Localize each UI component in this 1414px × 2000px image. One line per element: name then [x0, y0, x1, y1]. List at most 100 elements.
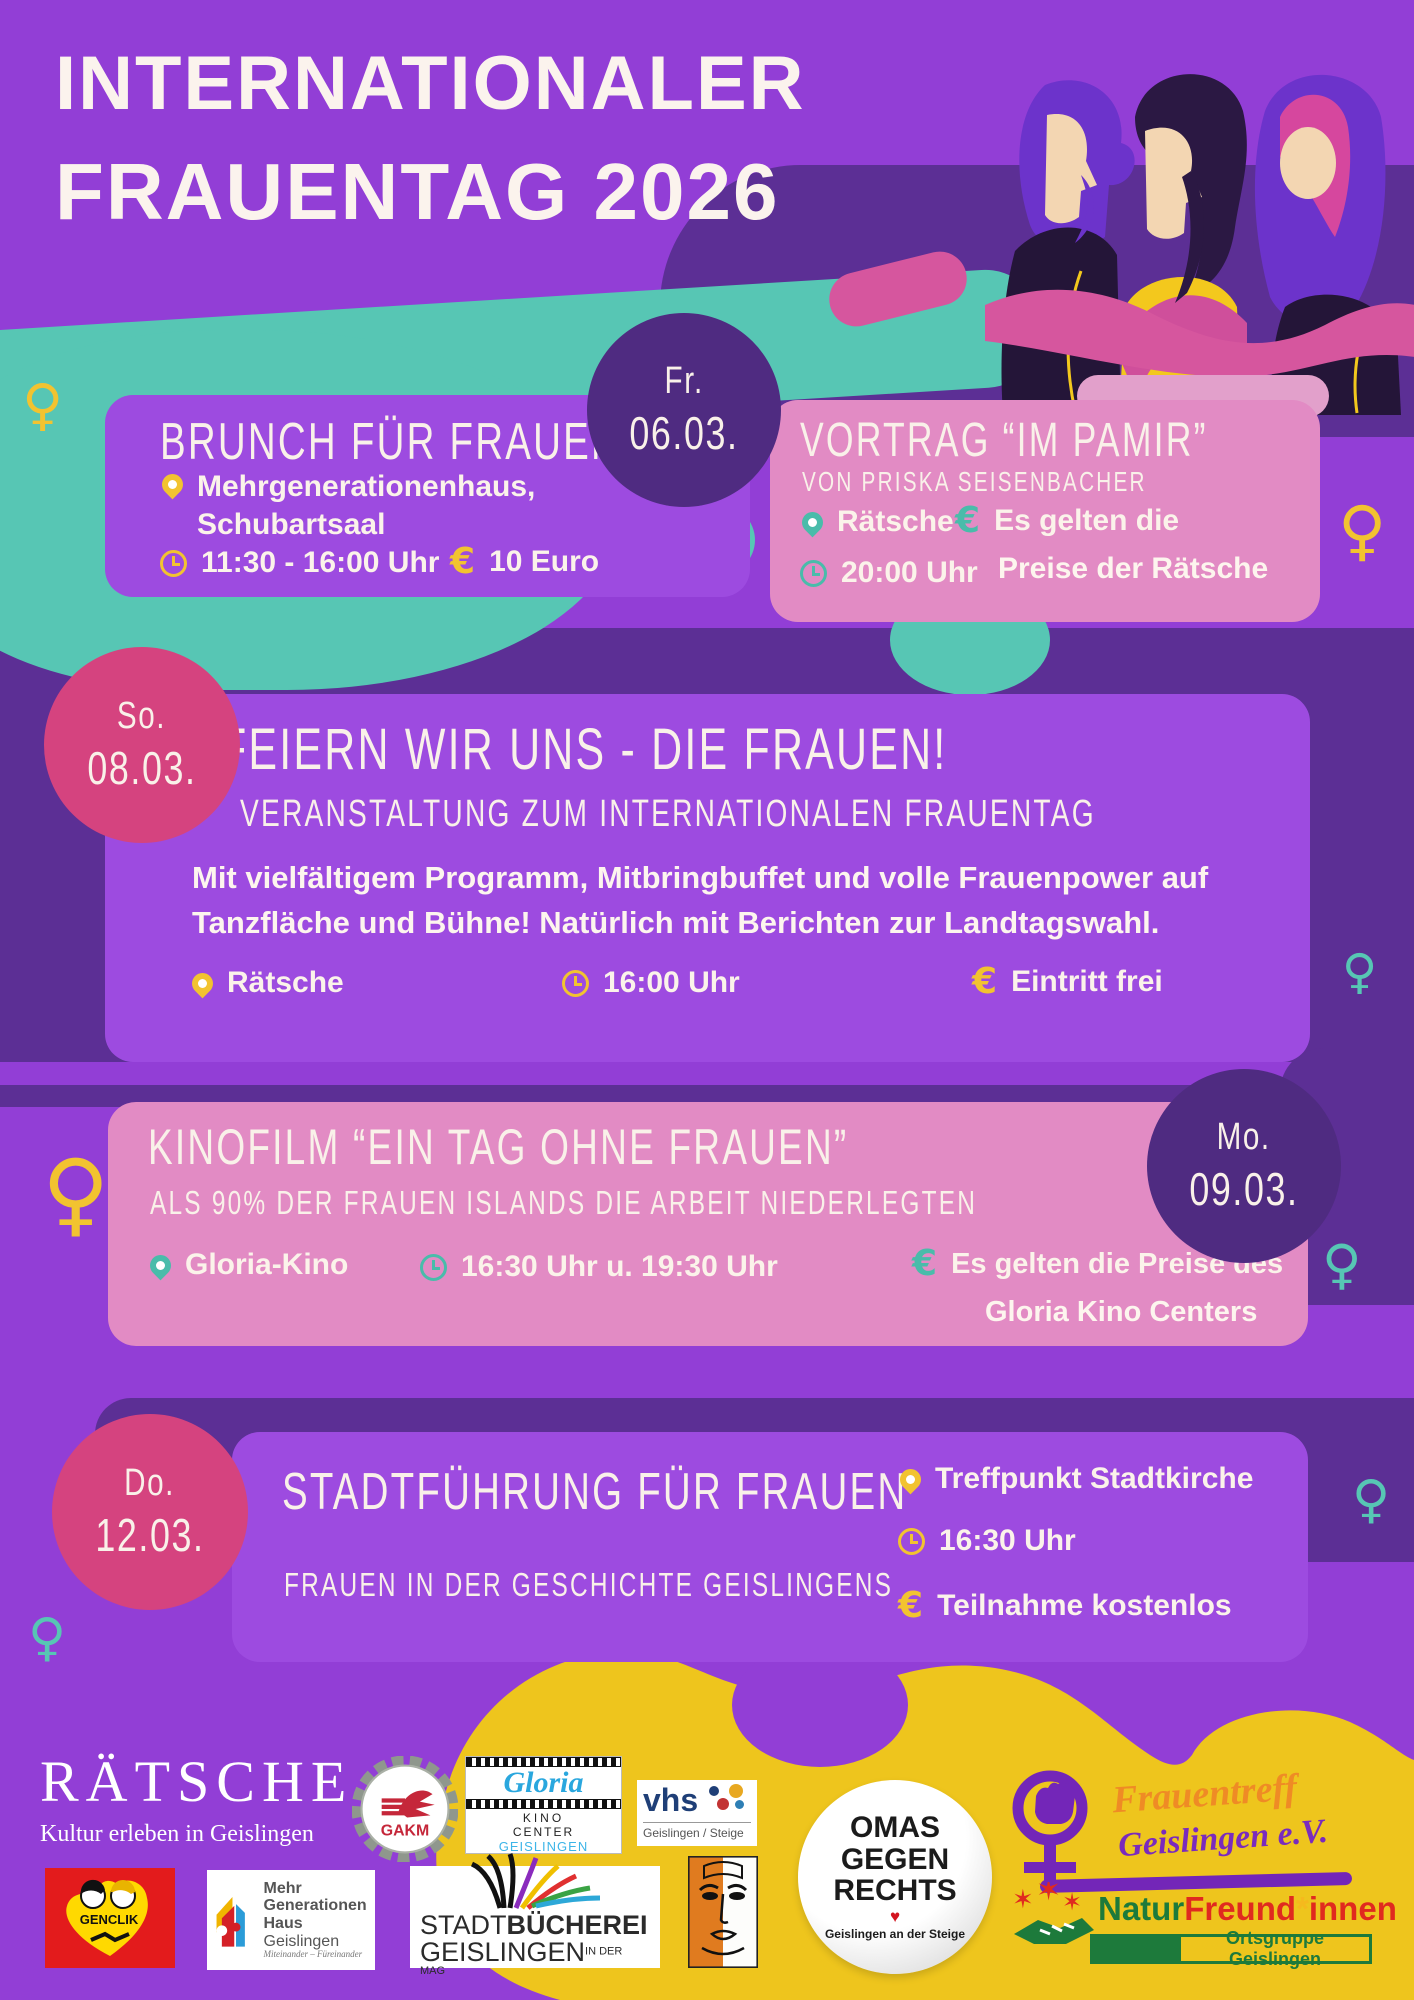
event-subtitle-feiern: VERANSTALTUNG ZUM INTERNATIONALEN FRAUEN… — [240, 793, 1096, 835]
stadtfuehrung-location-row: Treffpunkt Stadtkirche — [895, 1462, 1253, 1496]
female-symbol: ♀ — [1338, 492, 1387, 569]
vortrag-location-row: Rätsche — [797, 505, 954, 539]
stadtbuecherei-suffix: IN DER MAG — [420, 1945, 623, 1977]
event-title-stadtfuehrung: STADTFÜHRUNG FÜR FRAUEN — [282, 1463, 908, 1521]
location-pin-icon — [157, 469, 188, 500]
vhs-dots-icon — [703, 1784, 751, 1814]
date-day: Mo. — [1216, 1115, 1272, 1158]
clock-icon — [562, 969, 589, 997]
brunch-location-row: Mehrgenerationenhaus, Schubartsaal — [157, 468, 535, 543]
date-value: 08.03. — [87, 742, 197, 794]
date-badge-fr: Fr. 06.03. — [587, 313, 781, 507]
naturfreunde-handshake-icon: ✶ ✶ ✶ — [1012, 1882, 1094, 1944]
poster-title-line2: FRAUENTAG 2026 — [55, 147, 780, 236]
event-subtitle-kinofilm: ALS 90% DER FRAUEN ISLANDS DIE ARBEIT NI… — [150, 1184, 978, 1221]
naturfreunde-name-a: Natur — [1098, 1890, 1185, 1927]
women-illustration — [985, 74, 1414, 415]
kinofilm-time-row: 16:30 Uhr u. 19:30 Uhr — [420, 1250, 778, 1284]
kinofilm-time: 16:30 Uhr u. 19:30 Uhr — [461, 1250, 778, 1283]
naturfreunde-bar-fill — [1093, 1937, 1181, 1961]
feiern-description-line2: Tanzfläche und Bühne! Natürlich mit Beri… — [192, 905, 1160, 940]
feiern-price: Eintritt frei — [1011, 965, 1163, 998]
vortrag-location: Rätsche — [837, 505, 954, 538]
dark-strip-kinofilm — [0, 1085, 1414, 1107]
omas-tagline: Geislingen an der Steige — [824, 1927, 966, 1942]
female-symbol: ♀ — [1342, 944, 1378, 1000]
female-symbol: ♀ — [28, 1608, 67, 1668]
logo-naturfreunde: NaturFreund*innen — [1098, 1890, 1397, 1928]
svg-text:✶: ✶ — [1012, 1884, 1034, 1914]
euro-icon: € — [955, 500, 981, 541]
frauentreff-fist-icon — [1012, 1770, 1088, 1890]
brunch-time-row: 11:30 - 16:00 Uhr — [160, 546, 439, 580]
feiern-location-row: Rätsche — [187, 966, 344, 1000]
clock-icon — [420, 1253, 447, 1281]
event-card-vortrag — [770, 400, 1320, 622]
mgh-house-icon — [216, 1896, 245, 1947]
svg-text:✶: ✶ — [1062, 1889, 1082, 1916]
gakm-name: GAKM — [381, 1823, 430, 1840]
stadtbuecherei-line2: GEISLINGEN — [420, 1937, 586, 1967]
naturfreunde-name-c: innen — [1308, 1890, 1397, 1927]
brunch-price-row: € 10 Euro — [450, 544, 599, 580]
event-title-feiern: FEIERN WIR UNS - DIE FRAUEN! — [220, 717, 948, 782]
stadtbuecherei-fan-icon — [470, 1853, 601, 1910]
logo-gloria: Gloria KINO CENTER GEISLINGEN — [465, 1756, 622, 1854]
brunch-time: 11:30 - 16:00 Uhr — [201, 546, 440, 579]
event-subtitle-stadtfuehrung: FRAUEN IN DER GESCHICHTE GEISLINGENS — [284, 1566, 894, 1603]
logo-gakm: GAKM — [352, 1756, 458, 1862]
vortrag-time: 20:00 Uhr — [841, 556, 978, 589]
brunch-price: 10 Euro — [489, 545, 600, 578]
vortrag-price-line1: Es gelten die — [994, 504, 1180, 537]
stadtfuehrung-price-row: € Teilnahme kostenlos — [898, 1588, 1232, 1624]
gloria-line3: CENTER — [512, 1824, 575, 1839]
heart-icon: ♥ — [889, 1906, 901, 1926]
clock-icon — [898, 1527, 925, 1555]
event-card-kinofilm — [108, 1102, 1308, 1346]
euro-icon: € — [898, 1585, 924, 1626]
vortrag-price-line2: Preise der Rätsche — [998, 552, 1269, 585]
event-subtitle-vortrag: VON PRISKA SEISENBACHER — [802, 466, 1147, 497]
euro-icon: € — [972, 961, 998, 1002]
gloria-line4: GEISLINGEN — [498, 1838, 589, 1854]
event-card-stadtfuehrung — [232, 1432, 1308, 1662]
euro-icon: € — [912, 1243, 938, 1284]
kinofilm-location: Gloria-Kino — [185, 1248, 349, 1281]
naturfreunde-star: * — [1296, 1890, 1309, 1927]
date-value: 09.03. — [1189, 1163, 1299, 1215]
location-pin-icon — [797, 507, 828, 537]
genclik-name: GENCLIK — [80, 1912, 139, 1927]
date-badge-do: Do. 12.03. — [52, 1414, 248, 1610]
date-day: So. — [117, 694, 167, 737]
omas-line2: GEGEN — [840, 1842, 950, 1876]
date-badge-so: So. 08.03. — [44, 647, 240, 843]
location-pin-icon — [187, 968, 218, 998]
vortrag-price-row: € Es gelten die — [955, 503, 1179, 539]
location-pin-icon — [895, 1464, 926, 1494]
feiern-description-line1: Mit vielfältigem Programm, Mitbringbuffe… — [192, 860, 1209, 895]
logo-mgh: Mehr Generationen Haus Geislingen Mitein… — [207, 1870, 375, 1970]
date-value: 06.03. — [629, 407, 739, 459]
omas-line3: RECHTS — [833, 1874, 957, 1908]
vortrag-time-row: 20:00 Uhr — [800, 556, 978, 590]
filmstrip-icon — [466, 1798, 621, 1809]
mgh-line3b: Geislingen — [263, 1932, 340, 1950]
feiern-location: Rätsche — [227, 966, 344, 999]
stadtbuecherei-line1a: STADT — [420, 1910, 507, 1940]
vhs-name: vhs — [643, 1782, 699, 1818]
stadtfuehrung-price: Teilnahme kostenlos — [937, 1589, 1232, 1622]
mgh-line3a: Haus — [263, 1915, 303, 1933]
logo-vhs: vhs Geislingen / Steige — [637, 1780, 757, 1846]
clock-icon — [800, 559, 827, 587]
female-symbol: ♀ — [22, 373, 64, 438]
raetsche-name: RÄTSCHE — [40, 1749, 354, 1814]
euro-icon: € — [450, 541, 476, 582]
clock-icon — [160, 549, 187, 577]
feiern-time: 16:00 Uhr — [603, 966, 740, 999]
female-symbol: ♀ — [1322, 1233, 1362, 1296]
kinofilm-price-line2: Gloria Kino Centers — [985, 1296, 1258, 1328]
feiern-price-row: € Eintritt frei — [972, 964, 1163, 1000]
date-badge-mo: Mo. 09.03. — [1147, 1069, 1341, 1263]
logo-stadtbuecherei: STADTBÜCHEREI GEISLINGENIN DER MAG — [410, 1853, 660, 1977]
brunch-location-line2: Schubartsaal — [197, 507, 386, 541]
